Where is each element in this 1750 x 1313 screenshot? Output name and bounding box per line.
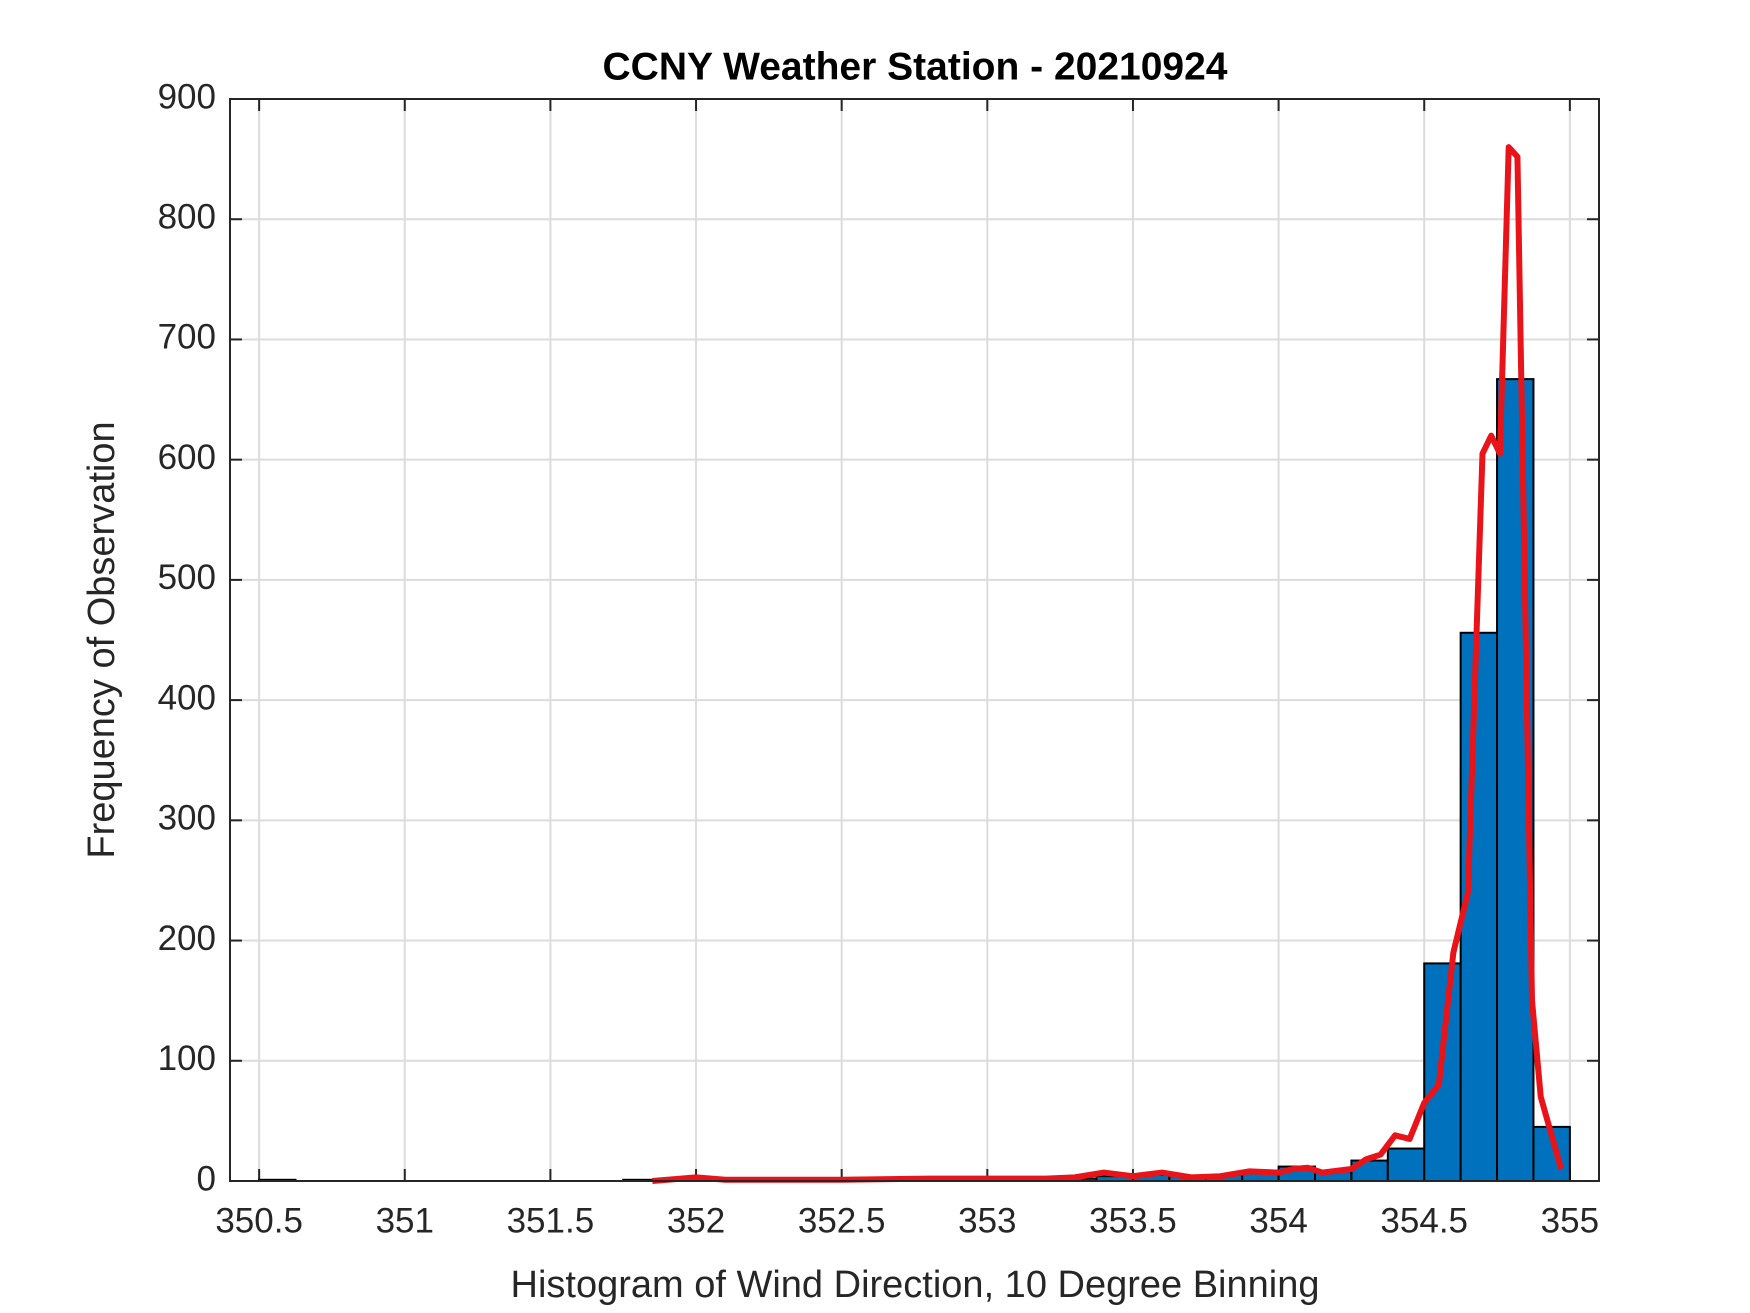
x-tick-label: 353.5	[1089, 1201, 1177, 1240]
x-tick-label: 352	[667, 1201, 725, 1240]
y-tick-label: 700	[158, 318, 216, 357]
y-tick-label: 300	[158, 799, 216, 838]
y-axis-label: Frequency of Observation	[81, 421, 123, 858]
y-tick-label: 100	[158, 1039, 216, 1078]
x-axis-label: Histogram of Wind Direction, 10 Degree B…	[511, 1264, 1320, 1306]
x-tick-label: 355	[1541, 1201, 1599, 1240]
density-line	[652, 144, 1565, 1184]
plot-frame	[229, 98, 1600, 1182]
x-tick-label: 351.5	[507, 1201, 595, 1240]
y-tick-label: 600	[158, 438, 216, 477]
bar	[1386, 1147, 1426, 1183]
x-tick-label: 353	[958, 1201, 1016, 1240]
x-tick-label: 354.5	[1380, 1201, 1468, 1240]
y-tick-label: 800	[158, 197, 216, 236]
y-tick-label: 0	[197, 1159, 216, 1198]
x-tick-label: 351	[376, 1201, 434, 1240]
x-tick-label: 352.5	[798, 1201, 886, 1240]
y-tick-label: 400	[158, 678, 216, 717]
y-tick-label: 900	[158, 77, 216, 116]
x-tick-label: 354	[1249, 1201, 1307, 1240]
chart-title: CCNY Weather Station - 20210924	[603, 45, 1228, 88]
x-tick-label: 350.5	[215, 1201, 303, 1240]
y-tick-label: 500	[158, 558, 216, 597]
y-tick-label: 200	[158, 919, 216, 958]
